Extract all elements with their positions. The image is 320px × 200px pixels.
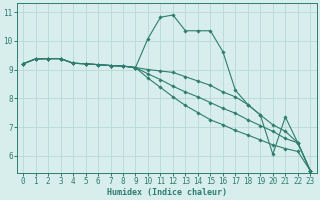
X-axis label: Humidex (Indice chaleur): Humidex (Indice chaleur) [107,188,227,197]
